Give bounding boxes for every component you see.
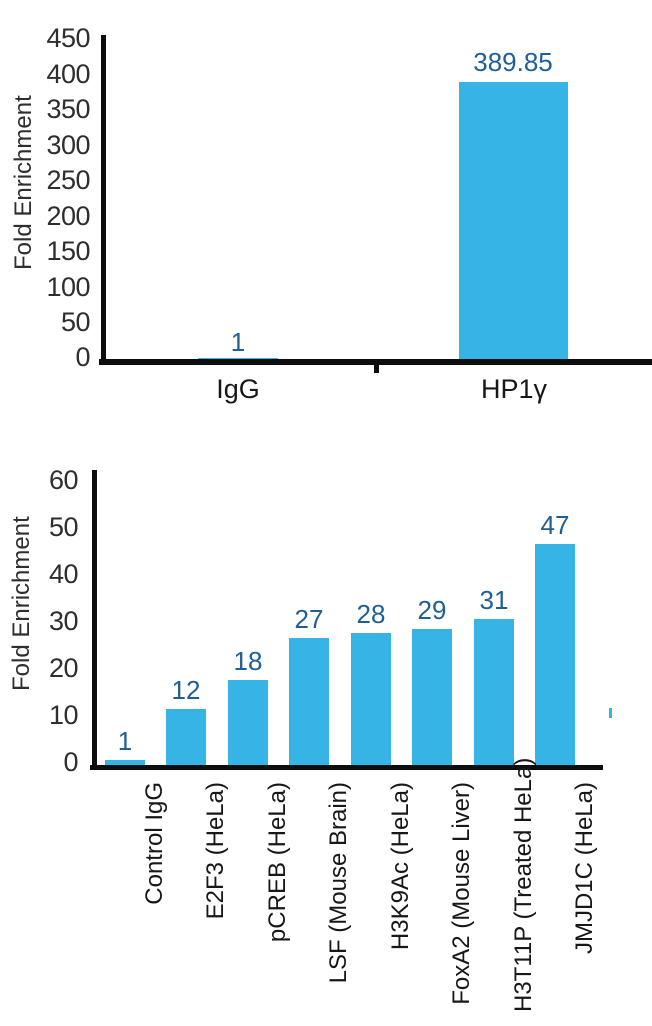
bar-value-label: 31 xyxy=(479,585,509,615)
x-category-label-h3k9ac: H3K9Ac (HeLa) xyxy=(387,782,414,951)
x-category-label-e2f3: E2F3 (HeLa) xyxy=(202,782,229,920)
bottom-y-axis-line xyxy=(92,470,97,765)
x-category-label-pcreb: pCREB (HeLa) xyxy=(264,782,291,943)
bottom-y-tick-label: 10 xyxy=(48,700,79,730)
top-x-axis-line xyxy=(99,359,652,365)
bar-value-label: 1 xyxy=(230,327,246,357)
top-y-tick-label: 350 xyxy=(46,94,90,124)
bar-value-label: 389.85 xyxy=(473,47,553,77)
top-y-tick-label: 150 xyxy=(46,236,90,266)
top-y-tick-label: 400 xyxy=(46,59,90,89)
bar-e2f3 xyxy=(166,709,206,765)
bar-pcreb xyxy=(228,680,268,765)
top-y-tick-label: 300 xyxy=(46,130,90,160)
bar-value-label: 18 xyxy=(233,646,263,676)
bar-value-label: 28 xyxy=(356,599,386,629)
bottom-y-tick-label: 20 xyxy=(48,653,79,683)
x-category-label-control-igg: Control IgG xyxy=(141,782,168,905)
x-category-label-lsf: LSF (Mouse Brain) xyxy=(325,782,352,984)
x-category-label-jmjd1c: JMJD1C (HeLa) xyxy=(571,782,598,955)
x-category-label-foxa2: FoxA2 (Mouse Liver) xyxy=(448,782,475,1005)
bottom-y-tick-label: 60 xyxy=(48,465,79,495)
bottom-y-tick-label: 50 xyxy=(48,512,79,542)
top-y-tick-label: 100 xyxy=(46,272,90,302)
top-y-tick-label: 50 xyxy=(60,307,91,337)
bar-value-label: 47 xyxy=(540,510,570,540)
bar-value-label: 29 xyxy=(417,595,447,625)
x-category-label-h3t11p: H3T11P (Treated HeLa) xyxy=(510,757,537,1012)
bottom-x-axis-line xyxy=(90,765,603,770)
bottom-y-tick-label: 0 xyxy=(63,747,78,777)
bar-value-label: 27 xyxy=(294,604,324,634)
bar-foxa2 xyxy=(412,629,452,765)
bar-lsf xyxy=(289,638,329,765)
bar-control-igg xyxy=(105,760,145,765)
bar-h3k9ac xyxy=(351,633,391,765)
top-y-axis-line xyxy=(101,35,106,359)
bar-value-label: 1 xyxy=(117,726,133,756)
bar-jmjd1c xyxy=(535,544,575,765)
bottom-y-tick-label: 40 xyxy=(48,559,79,589)
top-y-tick-label: 0 xyxy=(75,342,90,372)
bar-h3t11p xyxy=(474,619,514,765)
top-y-tick-label: 200 xyxy=(46,201,90,231)
x-category-label-igg: IgG xyxy=(216,374,260,404)
bar-igg xyxy=(198,358,278,359)
top-y-tick-label: 250 xyxy=(46,165,90,195)
bottom-y-tick-label: 30 xyxy=(48,606,79,636)
x-category-label-hp1gamma: HP1γ xyxy=(480,374,548,404)
stray-mark-artifact xyxy=(609,708,612,718)
bar-value-label: 12 xyxy=(171,675,201,705)
top-x-axis-midpoint-tick xyxy=(374,365,379,373)
bar-hp1gamma xyxy=(459,82,568,359)
top-y-tick-label: 450 xyxy=(46,23,90,53)
